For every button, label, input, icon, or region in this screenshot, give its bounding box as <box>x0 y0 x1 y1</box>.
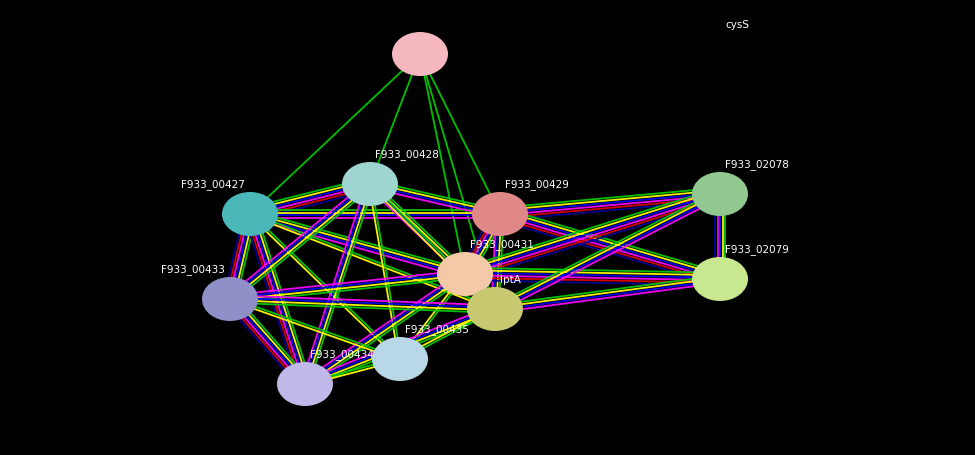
Ellipse shape <box>277 362 333 406</box>
Ellipse shape <box>222 192 278 237</box>
Text: cysS: cysS <box>725 20 749 30</box>
Text: F933_02079: F933_02079 <box>725 243 789 254</box>
Text: F933_00433: F933_00433 <box>161 263 225 274</box>
Ellipse shape <box>467 288 523 331</box>
Text: lptA: lptA <box>500 274 521 284</box>
Text: F933_00431: F933_00431 <box>470 238 534 249</box>
Text: F933_00427: F933_00427 <box>181 179 245 190</box>
Text: F933_00435: F933_00435 <box>405 324 469 334</box>
Ellipse shape <box>372 337 428 381</box>
Ellipse shape <box>437 253 493 296</box>
Ellipse shape <box>202 278 258 321</box>
Text: F933_02078: F933_02078 <box>725 159 789 170</box>
Ellipse shape <box>392 33 448 77</box>
Ellipse shape <box>692 172 748 217</box>
Text: F933_00428: F933_00428 <box>375 149 439 160</box>
Ellipse shape <box>692 258 748 301</box>
Ellipse shape <box>342 162 398 207</box>
Text: F933_00429: F933_00429 <box>505 179 568 190</box>
Ellipse shape <box>472 192 528 237</box>
Text: F933_00434: F933_00434 <box>310 349 373 359</box>
